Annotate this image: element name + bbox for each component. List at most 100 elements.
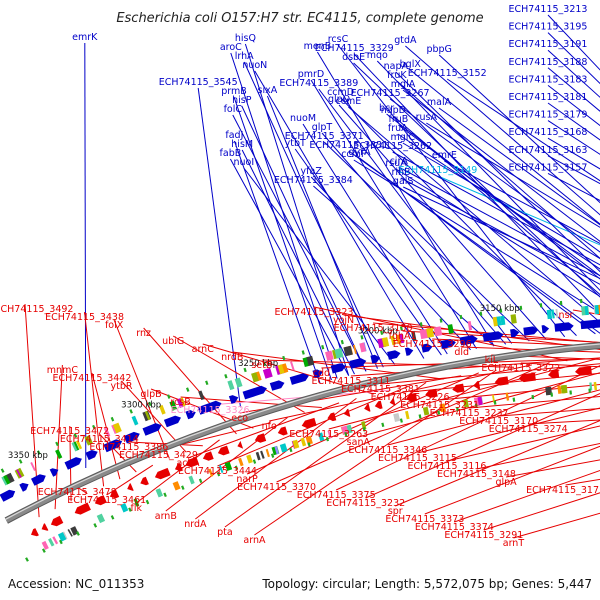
- reverse-gene-label[interactable]: ubiG: [162, 336, 184, 347]
- forward-gene-label[interactable]: sixA: [258, 85, 278, 96]
- forward-gene-label[interactable]: mglC: [391, 132, 416, 143]
- forward-gene-label[interactable]: glpQ: [328, 94, 350, 105]
- reverse-gene-label[interactable]: ECH74115_3386: [89, 442, 168, 453]
- forward-gene-label[interactable]: ECH74115_3267: [351, 88, 430, 99]
- reverse-gene-label[interactable]: ECH74115_3323: [275, 307, 354, 318]
- forward-gene-label[interactable]: ECH74115_3262: [353, 141, 432, 152]
- reverse-gene-label[interactable]: setB: [251, 360, 272, 371]
- reverse-gene-label[interactable]: nrdB: [221, 352, 243, 363]
- forward-gene-label[interactable]: hisP: [232, 95, 252, 106]
- forward-gene-label[interactable]: ECH74115_3188: [509, 57, 588, 68]
- forward-gene-label[interactable]: folC: [224, 104, 243, 115]
- reverse-gene-label[interactable]: ECH74115_3492: [0, 304, 73, 315]
- forward-gene-label[interactable]: ccmD: [327, 87, 354, 98]
- forward-gene-label[interactable]: ECH74115_3152: [408, 68, 487, 79]
- forward-gene-label[interactable]: gyrA: [349, 147, 372, 158]
- forward-gene-label[interactable]: ccmE: [336, 96, 362, 107]
- reverse-gene-label[interactable]: ytbR: [110, 381, 132, 392]
- forward-gene-label[interactable]: rusA: [416, 112, 438, 123]
- reverse-gene-label[interactable]: ECH74115_3296: [393, 339, 472, 350]
- reverse-gene-label[interactable]: ECH74115_3472: [30, 426, 109, 437]
- reverse-gene-label[interactable]: ECH74115_3148: [437, 469, 516, 480]
- reverse-gene-label[interactable]: ECH74115_3438: [45, 312, 124, 323]
- forward-gene-label[interactable]: aroC: [220, 42, 242, 53]
- forward-gene-label[interactable]: ECH74115_3545: [159, 77, 238, 88]
- forward-gene-label[interactable]: napA: [384, 61, 409, 72]
- forward-gene-label[interactable]: ECH74115_3157: [509, 162, 588, 173]
- forward-gene-label[interactable]: fruA: [388, 123, 408, 134]
- reverse-gene-label[interactable]: sanA: [347, 437, 371, 448]
- reverse-gene-label[interactable]: rcsB: [170, 397, 190, 408]
- forward-gene-label[interactable]: hisM: [231, 139, 253, 150]
- reverse-gene-label[interactable]: eco: [231, 413, 248, 424]
- forward-gene-label[interactable]: ECH74115_3371: [285, 131, 364, 142]
- forward-gene-label[interactable]: mglA: [391, 79, 416, 90]
- reverse-gene-label[interactable]: ECH74115_3226: [371, 392, 450, 403]
- reverse-gene-label[interactable]: ECH74115_3263: [289, 429, 368, 440]
- forward-gene-label[interactable]: nuoN: [242, 60, 267, 71]
- reverse-gene-label[interactable]: ECH74115_3429: [119, 450, 198, 461]
- reverse-gene-label[interactable]: fghA1: [389, 331, 417, 342]
- gene-labels[interactable]: emrK sixA ytbT menB glpQ gyrA mqo bcr cirA bglX ru…: [0, 4, 600, 549]
- forward-gene-label[interactable]: ytbT: [285, 138, 306, 149]
- reverse-gene-label[interactable]: yojN: [333, 315, 354, 326]
- reverse-gene-label[interactable]: ECH74115_3115: [378, 453, 457, 464]
- reverse-gene-label[interactable]: ECH74115_3322: [481, 363, 560, 374]
- reverse-gene-label[interactable]: nrdA: [184, 519, 207, 530]
- forward-gene-label[interactable]: rsuA: [385, 158, 407, 169]
- forward-gene-label[interactable]: ECH74115_3181: [509, 92, 588, 103]
- reverse-gene-label[interactable]: ECH74115_3291: [444, 530, 523, 541]
- forward-gene-label[interactable]: ECH74115_3195: [509, 22, 588, 33]
- forward-gene-label[interactable]: fruB: [389, 114, 409, 125]
- forward-gene-label[interactable]: emrE: [432, 150, 457, 161]
- forward-gene-label[interactable]: ECH74115_3331: [309, 140, 388, 151]
- reverse-gene-label[interactable]: ECH74115_3346: [348, 445, 427, 456]
- reverse-gene-label[interactable]: kiL: [485, 355, 499, 366]
- reverse-gene-label[interactable]: narP: [236, 474, 258, 485]
- reverse-gene-label[interactable]: mnmC: [47, 365, 79, 376]
- reverse-gene-label[interactable]: ECH74115_3414: [60, 434, 139, 445]
- forward-gene-label[interactable]: ECH74115_3384: [274, 175, 353, 186]
- forward-gene-label[interactable]: ECH74115_3329: [315, 43, 394, 54]
- reverse-gene-label[interactable]: ECH74115_3150: [334, 323, 413, 334]
- forward-gene-label[interactable]: fadJ: [225, 130, 243, 141]
- reverse-gene-label[interactable]: ECH74115_3444: [178, 466, 257, 477]
- forward-gene-label[interactable]: hisQ: [235, 33, 256, 44]
- reverse-gene-label[interactable]: glpB: [140, 389, 161, 400]
- reverse-gene-label[interactable]: ECH74115_3442: [52, 373, 131, 384]
- forward-gene-label[interactable]: pmrD: [298, 69, 325, 80]
- forward-gene-label[interactable]: dsbE: [342, 52, 365, 63]
- forward-gene-label[interactable]: ECH74115_3191: [509, 39, 588, 50]
- forward-gene-label[interactable]: emrK: [72, 32, 98, 43]
- forward-gene-label[interactable]: nuoI: [233, 157, 254, 168]
- reverse-gene-label[interactable]: dld: [454, 347, 469, 358]
- forward-gene-label[interactable]: ccmF: [341, 149, 366, 160]
- reverse-gene-label[interactable]: ECH74115_3231: [400, 400, 479, 411]
- reverse-gene-label[interactable]: pta: [217, 527, 233, 538]
- forward-gene-label[interactable]: ECH74115_3183: [509, 74, 588, 85]
- reverse-gene-label[interactable]: ECH74115_3373: [385, 514, 464, 525]
- forward-gene-label[interactable]: napD: [381, 105, 406, 116]
- forward-gene-label[interactable]: ECH74115_3168: [509, 127, 588, 138]
- forward-gene-label[interactable]: lrhA: [235, 51, 254, 62]
- reverse-gene-label[interactable]: ECH74115_3311: [311, 376, 390, 387]
- reverse-gene-label[interactable]: flk: [131, 503, 143, 514]
- forward-gene-label[interactable]: ECH74115_3163: [509, 145, 588, 156]
- forward-gene-label[interactable]: ECH74115_3179: [509, 110, 588, 121]
- forward-gene-label[interactable]: bglX: [400, 59, 422, 70]
- forward-gene-label[interactable]: cirA: [390, 156, 409, 167]
- reverse-gene-label[interactable]: glpA: [495, 477, 517, 488]
- forward-gene-label[interactable]: yfaZ: [301, 166, 323, 177]
- reverse-gene-label[interactable]: ECH74115_3370: [237, 482, 316, 493]
- reverse-gene-label[interactable]: ECH74115_3170: [459, 416, 538, 427]
- forward-gene-label[interactable]: glpT: [312, 122, 333, 133]
- forward-gene-label[interactable]: gtdA: [394, 35, 417, 46]
- reverse-gene-label[interactable]: ECH74115_3461: [67, 495, 146, 506]
- forward-gene-label[interactable]: nuoM: [290, 113, 316, 124]
- reverse-gene-label[interactable]: ECH74115_3116: [407, 461, 486, 472]
- reverse-gene-label[interactable]: ECH74115_3237: [430, 408, 509, 419]
- reverse-gene-label[interactable]: ackA: [176, 458, 200, 469]
- forward-gene-label[interactable]: malA: [427, 97, 452, 108]
- reverse-gene-label[interactable]: folX: [105, 320, 124, 331]
- forward-gene-label[interactable]: mqo: [367, 50, 388, 61]
